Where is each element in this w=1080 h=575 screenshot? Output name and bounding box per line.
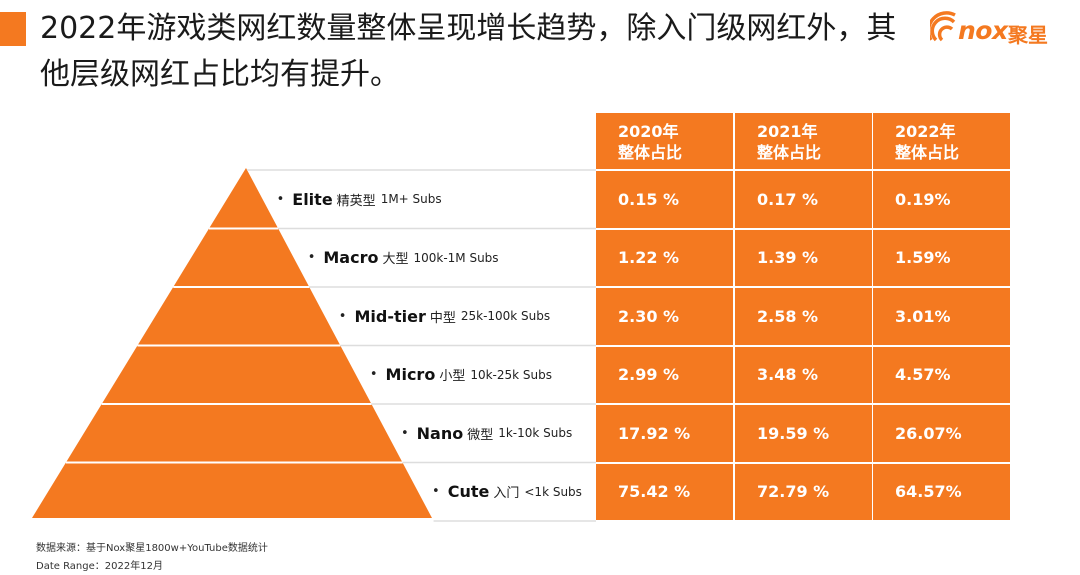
header-label: 整体占比 (895, 143, 960, 162)
header-label: 整体占比 (618, 143, 683, 162)
bullet-icon: • (307, 250, 316, 265)
level-label-macro: • Macro 大型 100k-1M Subs (308, 230, 499, 286)
footer-source: 数据来源：基于Nox聚星1800w+YouTube数据统计 (36, 543, 268, 554)
level-label-mid-tier: • Mid-tier 中型 25k-100k Subs (339, 288, 550, 344)
level-subs: 10k-25k Subs (470, 367, 553, 382)
nox-logo: nox 聚星 (930, 8, 1070, 52)
title-accent-bar (0, 12, 26, 46)
header-cell-2: 2021年整体占比 (735, 113, 872, 169)
header-label: 整体占比 (757, 143, 822, 162)
value-cell: 75.42 % (596, 463, 733, 520)
level-cn-name: 入门 (493, 486, 520, 501)
level-subs: 1M+ Subs (380, 192, 442, 206)
value-cell: 3.01% (873, 288, 1010, 345)
logo-cn: 聚星 (1008, 23, 1048, 47)
level-name: Cute (447, 482, 490, 501)
level-cn-name: 微型 (467, 427, 494, 443)
value-cell: 1.39 % (735, 229, 872, 286)
level-label-micro: • Micro 小型 10k-25k Subs (370, 347, 552, 403)
bullet-icon: • (276, 191, 285, 207)
logo-brand: nox (958, 16, 1008, 45)
level-label-elite: • Elite 精英型 1M+ Subs (277, 171, 442, 227)
bullet-icon: • (369, 367, 378, 382)
header-year: 2020年 (618, 122, 679, 141)
level-label-nano: • Nano 微型 1k-10k Subs (401, 405, 572, 461)
bullet-icon: • (400, 425, 409, 441)
value-cell: 1.59% (873, 229, 1010, 286)
bullet-icon: • (338, 308, 347, 324)
value-cell: 72.79 % (735, 463, 872, 520)
page-title: 2022年游戏类网红数量整体呈现增长趋势，除入门级网红外，其他层级网红占比均有提… (40, 11, 897, 92)
footer-date: Date Range：2022年12月 (36, 561, 163, 572)
header-year: 2021年 (757, 122, 818, 141)
level-subs: 100k-1M Subs (413, 250, 499, 265)
level-label-cute: • Cute 入门 <1k Subs (432, 464, 582, 520)
level-cn-name: 精英型 (336, 193, 376, 209)
value-cell: 0.17 % (735, 171, 872, 228)
level-name: Nano (416, 423, 464, 443)
level-subs: <1k Subs (524, 484, 582, 499)
header-year: 2022年 (895, 122, 956, 141)
level-cn-name: 大型 (382, 252, 409, 267)
signal-icon (930, 11, 956, 42)
level-name: Elite (292, 189, 333, 209)
value-cell: 0.19% (873, 171, 1010, 228)
value-cell: 1.22 % (596, 229, 733, 286)
value-cell: 2.58 % (735, 288, 872, 345)
level-subs: 25k-100k Subs (460, 309, 551, 323)
level-name: Macro (323, 248, 379, 267)
level-subs: 1k-10k Subs (498, 426, 573, 440)
value-cell: 64.57% (873, 463, 1010, 520)
level-cn-name: 中型 (429, 310, 456, 326)
value-cell: 19.59 % (735, 405, 872, 462)
bullet-icon: • (432, 484, 440, 499)
pyramid-shape (32, 168, 432, 518)
value-cell: 17.92 % (596, 405, 733, 462)
value-cell: 0.15 % (596, 171, 733, 228)
value-cell: 3.48 % (735, 346, 872, 403)
value-cell: 26.07% (873, 405, 1010, 462)
level-cn-name: 小型 (439, 369, 466, 384)
header-cell-3: 2022年整体占比 (873, 113, 1010, 169)
level-name: Mid-tier (354, 306, 426, 326)
header-cell-1: 2020年整体占比 (596, 113, 733, 169)
value-cell: 2.30 % (596, 288, 733, 345)
value-cell: 2.99 % (596, 346, 733, 403)
level-name: Micro (385, 365, 436, 384)
value-cell: 4.57% (873, 346, 1010, 403)
